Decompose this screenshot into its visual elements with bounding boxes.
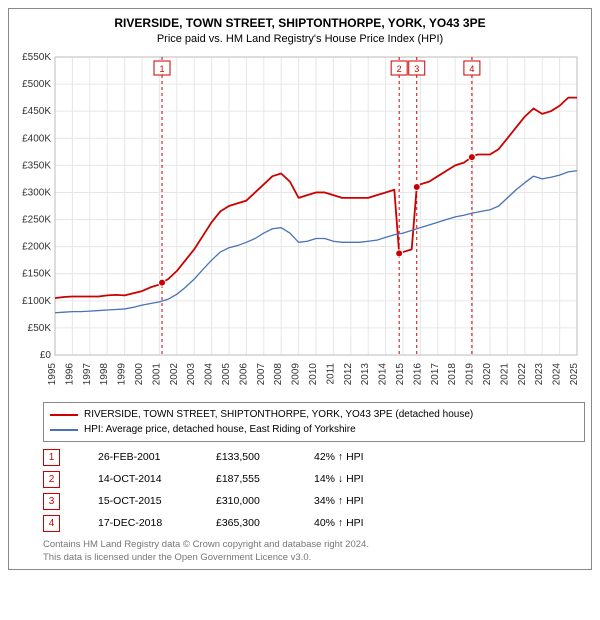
sale-date: 14-OCT-2014: [98, 473, 198, 485]
sale-marker-icon: 1: [43, 449, 60, 466]
svg-text:2017: 2017: [430, 363, 441, 386]
svg-text:£400K: £400K: [22, 133, 51, 144]
svg-text:£200K: £200K: [22, 242, 51, 253]
svg-text:£150K: £150K: [22, 269, 51, 280]
svg-text:2015: 2015: [395, 363, 406, 386]
sales-table: 1 26-FEB-2001 £133,500 42% ↑ HPI 2 14-OC…: [43, 446, 585, 534]
sale-price: £187,555: [216, 473, 296, 485]
svg-text:2005: 2005: [221, 363, 232, 386]
svg-text:2011: 2011: [325, 363, 336, 385]
svg-text:2019: 2019: [465, 363, 476, 386]
legend: RIVERSIDE, TOWN STREET, SHIPTONTHORPE, Y…: [43, 402, 585, 442]
table-row: 4 17-DEC-2018 £365,300 40% ↑ HPI: [43, 512, 585, 534]
svg-text:2021: 2021: [499, 363, 510, 386]
svg-text:2: 2: [397, 64, 402, 74]
svg-text:1997: 1997: [82, 363, 93, 386]
sale-delta: 42% ↑ HPI: [314, 451, 404, 463]
svg-text:3: 3: [414, 64, 419, 74]
svg-text:2006: 2006: [238, 363, 249, 386]
sale-price: £133,500: [216, 451, 296, 463]
sale-marker-icon: 2: [43, 471, 60, 488]
legend-label: HPI: Average price, detached house, East…: [84, 422, 356, 437]
footer-line: Contains HM Land Registry data © Crown c…: [43, 538, 585, 551]
sale-delta: 14% ↓ HPI: [314, 473, 404, 485]
svg-text:4: 4: [469, 64, 474, 74]
svg-text:£500K: £500K: [22, 79, 51, 90]
svg-text:£550K: £550K: [22, 52, 51, 63]
sale-marker-icon: 4: [43, 515, 60, 532]
svg-text:1998: 1998: [99, 363, 110, 386]
svg-text:2013: 2013: [360, 363, 371, 386]
svg-text:1996: 1996: [64, 363, 75, 386]
svg-text:2022: 2022: [517, 363, 528, 386]
line-chart-svg: £0 £50K £100K £150K £200K £250K £300K £350K £400…: [15, 51, 583, 391]
svg-text:1995: 1995: [47, 363, 58, 386]
sale-delta: 34% ↑ HPI: [314, 495, 404, 507]
svg-text:£250K: £250K: [22, 215, 51, 226]
svg-text:2004: 2004: [204, 363, 215, 386]
sale-date: 15-OCT-2015: [98, 495, 198, 507]
svg-text:1999: 1999: [117, 363, 128, 386]
svg-text:2020: 2020: [482, 363, 493, 386]
svg-text:2001: 2001: [151, 363, 162, 386]
legend-swatch: [50, 414, 78, 416]
svg-text:2009: 2009: [291, 363, 302, 386]
svg-text:2008: 2008: [273, 363, 284, 386]
svg-text:£350K: £350K: [22, 161, 51, 172]
footer-line: This data is licensed under the Open Gov…: [43, 551, 585, 564]
table-row: 2 14-OCT-2014 £187,555 14% ↓ HPI: [43, 468, 585, 490]
svg-text:£50K: £50K: [28, 323, 52, 334]
table-row: 1 26-FEB-2001 £133,500 42% ↑ HPI: [43, 446, 585, 468]
chart-card: RIVERSIDE, TOWN STREET, SHIPTONTHORPE, Y…: [8, 8, 592, 570]
legend-label: RIVERSIDE, TOWN STREET, SHIPTONTHORPE, Y…: [84, 407, 473, 422]
chart-title: RIVERSIDE, TOWN STREET, SHIPTONTHORPE, Y…: [15, 15, 585, 32]
svg-text:2000: 2000: [134, 363, 145, 386]
svg-text:2010: 2010: [308, 363, 319, 386]
svg-text:2007: 2007: [256, 363, 267, 386]
svg-text:£300K: £300K: [22, 188, 51, 199]
legend-swatch: [50, 429, 78, 431]
chart-subtitle: Price paid vs. HM Land Registry's House …: [15, 32, 585, 47]
footer-attribution: Contains HM Land Registry data © Crown c…: [43, 538, 585, 565]
sale-price: £365,300: [216, 517, 296, 529]
svg-text:£0: £0: [40, 350, 52, 361]
svg-text:2014: 2014: [378, 363, 389, 386]
svg-text:2025: 2025: [569, 363, 580, 386]
svg-text:2012: 2012: [343, 363, 354, 386]
svg-text:£450K: £450K: [22, 106, 51, 117]
sale-date: 26-FEB-2001: [98, 451, 198, 463]
svg-text:2018: 2018: [447, 363, 458, 386]
table-row: 3 15-OCT-2015 £310,000 34% ↑ HPI: [43, 490, 585, 512]
svg-text:1: 1: [160, 64, 165, 74]
sale-delta: 40% ↑ HPI: [314, 517, 404, 529]
legend-item: RIVERSIDE, TOWN STREET, SHIPTONTHORPE, Y…: [50, 407, 578, 422]
svg-text:2016: 2016: [412, 363, 423, 386]
svg-text:2002: 2002: [169, 363, 180, 386]
sale-date: 17-DEC-2018: [98, 517, 198, 529]
sale-marker-icon: 3: [43, 493, 60, 510]
svg-text:2024: 2024: [552, 363, 563, 386]
chart-plot-area: £0 £50K £100K £150K £200K £250K £300K £350K £400…: [15, 51, 585, 396]
svg-text:2023: 2023: [534, 363, 545, 386]
svg-text:2003: 2003: [186, 363, 197, 386]
legend-item: HPI: Average price, detached house, East…: [50, 422, 578, 437]
svg-text:£100K: £100K: [22, 296, 51, 307]
sale-price: £310,000: [216, 495, 296, 507]
